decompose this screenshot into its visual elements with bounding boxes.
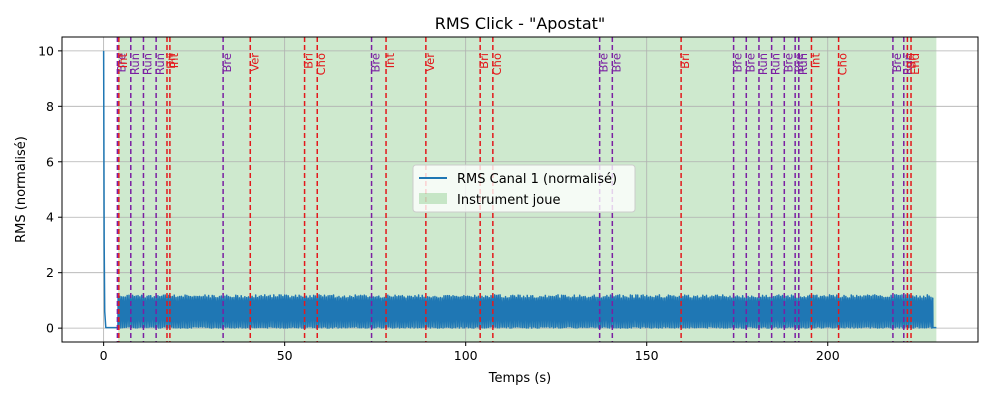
legend-series-label: RMS Canal 1 (normalisé) [457,172,617,187]
marker-label: Bri [678,53,692,69]
x-tick-label: 150 [635,348,659,363]
marker-label: Run [140,53,154,75]
x-tick-label: 0 [100,348,108,363]
x-tick-label: 50 [277,348,293,363]
y-tick-label: 8 [46,99,54,114]
marker-label: Bre [597,53,611,72]
marker-label: Bre [792,53,806,72]
marker-label: Bre [731,53,745,72]
marker-label: Run [796,53,810,75]
series-line [102,50,937,329]
y-axis-label: RMS (normalisé) [14,136,29,243]
marker-label: Cho [314,53,328,75]
grid-layer [62,37,978,342]
y-tick-label: 4 [46,210,54,225]
marker-label: Ver [247,53,261,72]
marker-label: Run [901,53,915,75]
marker-label: Bre [114,53,128,72]
marker-label: Bre [220,53,234,72]
marker-label: Bri [477,53,491,69]
marker-label: Bre [609,53,623,72]
marker-layer [116,37,912,342]
marker-label: Bri [302,53,316,69]
marker-label: Bre [743,53,757,72]
x-tick-label: 200 [816,348,840,363]
legend-shade-label: Instrument joue [457,193,560,208]
plot-frame [61,36,979,343]
marker-label: Ver [423,53,437,72]
marker-label: Int [383,53,397,69]
y-tick-label: 2 [46,265,54,280]
y-tick-label: 0 [46,321,54,336]
y-tick-label: 10 [38,43,54,58]
marker-label: End [908,53,922,75]
marker-label: Int [167,53,181,69]
marker-label: Cho [490,53,504,75]
marker-label: Bre [369,53,383,72]
marker-label: Int [808,53,822,69]
x-axis-label: Temps (s) [488,371,551,386]
marker-label: Run [769,53,783,75]
marker-label: Bri [904,53,918,69]
marker-label: Run [153,53,167,75]
marker-label: Run [128,53,142,75]
marker-label: Bre [781,53,795,72]
legend: RMS Canal 1 (normalisé) Instrument joue [412,164,636,213]
marker-label: Run [756,53,770,75]
series-layer [102,50,937,329]
marker-label: Bre [890,53,904,72]
legend-shade-swatch [419,193,447,204]
marker-label: Int [116,53,130,69]
x-tick-label: 100 [454,348,478,363]
legend-box [412,164,636,213]
marker-label: Bri [164,53,178,69]
tick-layer: 0 50 100 150 200 0 2 4 6 8 10 [38,43,840,363]
y-tick-label: 6 [46,154,54,169]
marker-label: Cho [836,53,850,75]
chart-title: RMS Click - "Apostat" [435,14,606,33]
